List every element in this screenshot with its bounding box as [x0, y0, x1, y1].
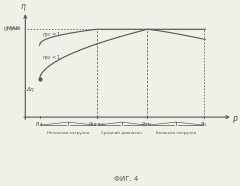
- Text: $P_{BOUND}$: $P_{BOUND}$: [88, 120, 105, 129]
- Text: $η_{ES}=1$: $η_{ES}=1$: [42, 30, 61, 39]
- Text: ФИГ. 4: ФИГ. 4: [114, 176, 138, 182]
- Text: $P_{LL}$: $P_{LL}$: [35, 120, 44, 129]
- Text: $P_{FL}$: $P_{FL}$: [200, 120, 209, 129]
- Text: P: P: [233, 116, 237, 125]
- Text: η: η: [21, 2, 26, 11]
- Text: $η_{ES}<1$: $η_{ES}<1$: [42, 53, 61, 62]
- Text: Δη: Δη: [26, 87, 34, 92]
- Text: $η_{MAX}$: $η_{MAX}$: [8, 25, 22, 33]
- Text: $P_{OPT}$: $P_{OPT}$: [141, 120, 153, 129]
- Text: η̱MAX: η̱MAX: [3, 26, 20, 31]
- Text: Неполная нагрузка: Неполная нагрузка: [47, 131, 89, 135]
- Text: Большая нагрузка: Большая нагрузка: [156, 131, 196, 135]
- Text: Средний диапазон: Средний диапазон: [102, 131, 142, 135]
